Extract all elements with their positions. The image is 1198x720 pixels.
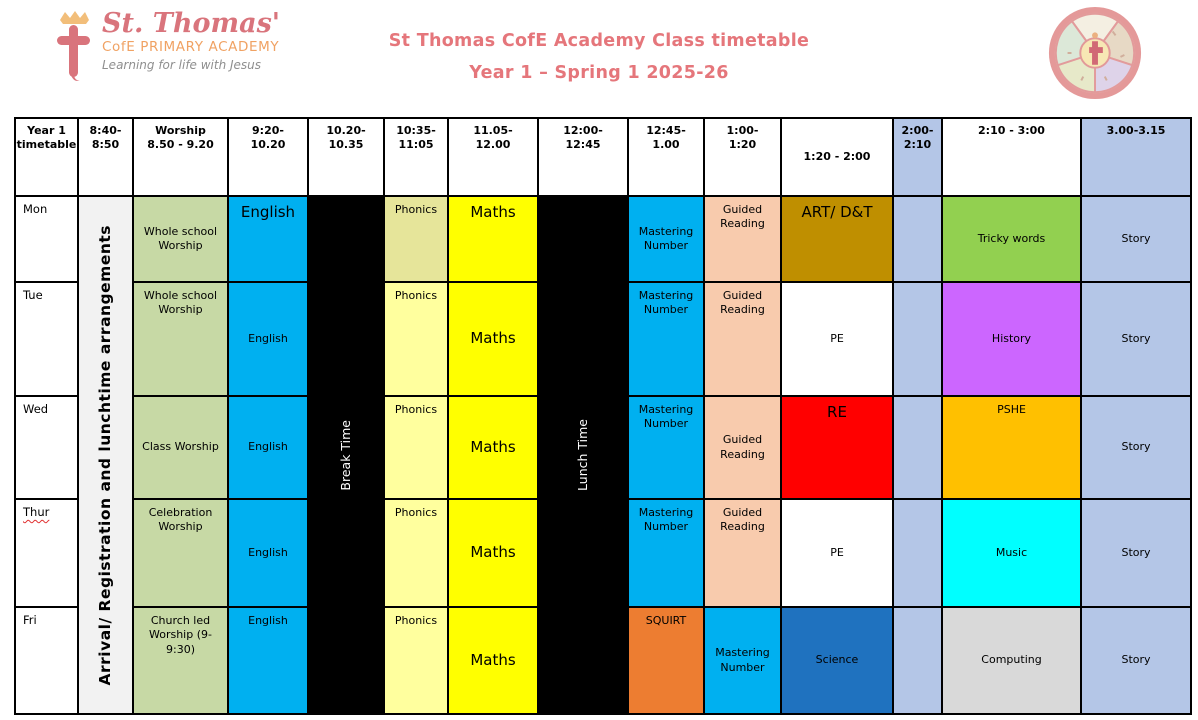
- cell-mon-slot10: Story: [1082, 197, 1192, 283]
- cell-tue-slot8: [894, 283, 943, 397]
- cell-mon-slot5: Mastering Number: [629, 197, 705, 283]
- header-col-7: 11.05- 12.00: [449, 119, 539, 197]
- school-logo: St. Thomas' CofE PRIMARY ACADEMY Learnin…: [56, 8, 281, 84]
- cell-tue-slot3: Phonics: [385, 283, 449, 397]
- cell-mon-slot8: [894, 197, 943, 283]
- cell-tue-slot10: Story: [1082, 283, 1192, 397]
- cell-fri-slot10: Story: [1082, 608, 1192, 715]
- cell-thur-slot9: Music: [943, 500, 1082, 608]
- header-col-9: 12:45- 1.00: [629, 119, 705, 197]
- cell-tue-slot9: History: [943, 283, 1082, 397]
- day-label-tue: Tue: [16, 283, 79, 397]
- cell-wed-slot8: [894, 397, 943, 500]
- cell-tue-slot5: Mastering Number: [629, 283, 705, 397]
- header-col-13: 2:10 - 3:00: [943, 119, 1082, 197]
- cell-tue-slot6: Guided Reading: [705, 283, 782, 397]
- cell-wed-slot2: English: [229, 397, 309, 500]
- cell-mon-slot3: Phonics: [385, 197, 449, 283]
- header-col-1: Year 1 timetable: [16, 119, 79, 197]
- day-label-text: Fri: [23, 613, 37, 627]
- header-col-10: 1:00- 1:20: [705, 119, 782, 197]
- break-time-column-label: Break Time: [337, 419, 353, 491]
- cell-thur-slot8: [894, 500, 943, 608]
- cell-fri-slot5: SQUIRT: [629, 608, 705, 715]
- school-name: St. Thomas': [102, 8, 281, 39]
- day-label-text: Mon: [23, 202, 48, 216]
- cell-tue-slot7: PE: [782, 283, 894, 397]
- timetable: Year 1 timetable 8:40- 8:50 Worship 8.50 -…: [14, 117, 1192, 715]
- cell-wed-slot9: PSHE: [943, 397, 1082, 500]
- day-label-thur: Thur: [16, 500, 79, 608]
- cell-fri-slot3: Phonics: [385, 608, 449, 715]
- cell-mon-slot2: English: [229, 197, 309, 283]
- header-col-6: 10:35- 11:05: [385, 119, 449, 197]
- arrival-column: Arrival/ Registration and lunchtime arra…: [79, 197, 134, 715]
- header-col-11: 1:20 - 2:00: [782, 119, 894, 197]
- cross-crown-icon: [57, 11, 90, 81]
- day-label-mon: Mon: [16, 197, 79, 283]
- cell-fri-slot6: Mastering Number: [705, 608, 782, 715]
- cell-thur-slot6: Guided Reading: [705, 500, 782, 608]
- header-col-4: 9:20- 10.20: [229, 119, 309, 197]
- header-col-5: 10.20- 10.35: [309, 119, 385, 197]
- school-tagline: Learning for life with Jesus: [102, 58, 262, 73]
- cell-thur-slot5: Mastering Number: [629, 500, 705, 608]
- cell-thur-slot3: Phonics: [385, 500, 449, 608]
- cell-wed-slot5: Mastering Number: [629, 397, 705, 500]
- cell-tue-slot2: English: [229, 283, 309, 397]
- cell-wed-slot1: Class Worship: [134, 397, 229, 500]
- cell-thur-slot10: Story: [1082, 500, 1192, 608]
- cell-fri-slot8: [894, 608, 943, 715]
- cell-wed-slot6: Guided Reading: [705, 397, 782, 500]
- cell-fri-slot2: English: [229, 608, 309, 715]
- cell-fri-slot9: Computing: [943, 608, 1082, 715]
- cell-thur-slot1: Celebration Worship: [134, 500, 229, 608]
- cell-wed-slot4: Maths: [449, 397, 539, 500]
- cell-fri-slot1: Church led Worship (9-9:30): [134, 608, 229, 715]
- header-col-3: Worship 8.50 - 9.20: [134, 119, 229, 197]
- school-crest-icon: [1048, 6, 1142, 100]
- cell-mon-slot6: Guided Reading: [705, 197, 782, 283]
- cell-mon-slot9: Tricky words: [943, 197, 1082, 283]
- day-label-wed: Wed: [16, 397, 79, 500]
- school-logo-text: St. Thomas' CofE PRIMARY ACADEMY Learnin…: [102, 8, 281, 73]
- page-title-line1: St Thomas CofE Academy Class timetable: [388, 31, 810, 51]
- cell-mon-slot4: Maths: [449, 197, 539, 283]
- cell-wed-slot3: Phonics: [385, 397, 449, 500]
- cell-fri-slot4: Maths: [449, 608, 539, 715]
- lunch-time-column-label: Lunch Time: [574, 419, 590, 491]
- header-col-2: 8:40- 8:50: [79, 119, 134, 197]
- cell-wed-slot7: RE: [782, 397, 894, 500]
- day-label-text: Thur: [23, 505, 50, 519]
- day-label-text: Wed: [23, 402, 49, 416]
- page-title-line2: Year 1 – Spring 1 2025-26: [469, 62, 729, 83]
- arrival-column-label: Arrival/ Registration and lunchtime arra…: [96, 224, 115, 686]
- cell-tue-slot4: Maths: [449, 283, 539, 397]
- cell-mon-slot1: Whole school Worship: [134, 197, 229, 283]
- cell-wed-slot10: Story: [1082, 397, 1192, 500]
- lunch-time-column: Lunch Time: [539, 197, 629, 715]
- cell-thur-slot7: PE: [782, 500, 894, 608]
- header-col-12: 2:00- 2:10: [894, 119, 943, 197]
- day-label-text: Tue: [23, 288, 43, 302]
- cell-thur-slot4: Maths: [449, 500, 539, 608]
- header-col-8: 12:00- 12:45: [539, 119, 629, 197]
- header-col-14: 3.00-3.15: [1082, 119, 1192, 197]
- break-time-column: Break Time: [309, 197, 385, 715]
- day-label-fri: Fri: [16, 608, 79, 715]
- cell-thur-slot2: English: [229, 500, 309, 608]
- cell-tue-slot1: Whole school Worship: [134, 283, 229, 397]
- school-subtitle: CofE PRIMARY ACADEMY: [102, 39, 280, 56]
- page-title: St Thomas CofE Academy Class timetable Y…: [0, 26, 1198, 89]
- cell-fri-slot7: Science: [782, 608, 894, 715]
- cell-mon-slot7: ART/ D&T: [782, 197, 894, 283]
